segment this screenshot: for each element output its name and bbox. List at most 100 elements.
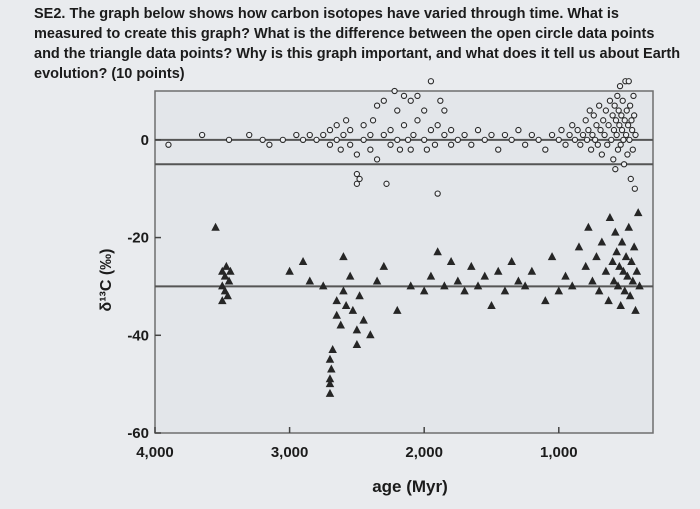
data-point-triangle-30 xyxy=(355,291,364,300)
data-point-triangle-80 xyxy=(623,271,632,280)
data-point-triangle-29 xyxy=(352,340,362,349)
data-point-triangle-36 xyxy=(406,281,415,290)
data-point-triangle-16 xyxy=(325,379,335,388)
y-tick-label-1: -20 xyxy=(127,230,149,247)
data-point-triangle-56 xyxy=(554,286,564,295)
data-point-triangle-13 xyxy=(318,281,328,290)
data-point-circle-10 xyxy=(313,136,320,144)
data-point-triangle-43 xyxy=(460,286,469,295)
data-point-circle-28 xyxy=(367,131,374,139)
data-point-triangle-25 xyxy=(341,300,351,309)
data-point-circle-91 xyxy=(589,131,596,139)
data-point-circle-118 xyxy=(617,141,624,148)
data-point-circle-50 xyxy=(421,107,428,114)
data-point-circle-44 xyxy=(407,146,414,153)
data-point-circle-52 xyxy=(427,126,435,134)
data-point-circle-79 xyxy=(562,141,569,148)
data-point-circle-58 xyxy=(441,131,448,139)
data-point-triangle-81 xyxy=(624,222,634,231)
data-point-triangle-45 xyxy=(473,281,483,290)
data-point-circle-65 xyxy=(474,126,482,134)
data-point-triangle-66 xyxy=(601,266,611,275)
data-point-triangle-14 xyxy=(325,354,335,363)
data-point-circle-100 xyxy=(601,131,608,139)
data-point-circle-34 xyxy=(383,180,390,187)
data-point-triangle-63 xyxy=(592,252,601,261)
x-axis-title: age (Myr) xyxy=(372,477,448,496)
data-point-circle-69 xyxy=(501,131,509,139)
data-point-triangle-26 xyxy=(345,271,355,280)
data-point-circle-12 xyxy=(326,141,334,148)
data-point-circle-129 xyxy=(624,122,632,129)
data-point-triangle-8 xyxy=(224,276,234,285)
data-point-triangle-0 xyxy=(211,222,220,231)
data-point-circle-82 xyxy=(571,136,579,144)
data-point-circle-4 xyxy=(259,136,266,144)
data-point-triangle-74 xyxy=(615,261,624,270)
data-point-circle-80 xyxy=(566,131,573,139)
data-point-triangle-38 xyxy=(426,271,436,280)
data-point-circle-36 xyxy=(387,141,394,148)
data-point-circle-130 xyxy=(625,78,632,85)
data-point-circle-136 xyxy=(629,146,636,153)
data-point-triangle-84 xyxy=(628,276,638,285)
data-point-triangle-82 xyxy=(625,291,635,300)
data-point-circle-60 xyxy=(447,141,455,148)
data-point-circle-22 xyxy=(353,170,361,178)
data-point-circle-117 xyxy=(616,82,624,90)
data-point-circle-49 xyxy=(421,136,428,144)
data-point-triangle-17 xyxy=(325,388,335,397)
data-point-circle-76 xyxy=(548,131,556,139)
data-point-triangle-27 xyxy=(348,305,358,314)
data-point-circle-99 xyxy=(600,117,607,124)
data-point-triangle-75 xyxy=(616,300,625,309)
data-point-circle-29 xyxy=(369,117,377,124)
data-point-circle-43 xyxy=(404,136,412,144)
data-point-circle-133 xyxy=(627,175,634,183)
data-point-circle-103 xyxy=(605,122,612,129)
data-point-circle-114 xyxy=(614,146,622,153)
data-point-triangle-57 xyxy=(561,271,570,280)
data-point-triangle-20 xyxy=(332,296,341,305)
data-point-circle-88 xyxy=(585,126,592,134)
data-point-circle-1 xyxy=(198,131,206,139)
data-point-circle-46 xyxy=(410,131,417,139)
data-point-circle-9 xyxy=(306,131,313,139)
x-tick-label-0: 4,000 xyxy=(136,444,174,461)
data-point-circle-59 xyxy=(441,107,448,114)
x-tick-label-3: 1,000 xyxy=(540,444,578,461)
data-point-triangle-41 xyxy=(446,257,456,265)
data-point-triangle-42 xyxy=(453,276,463,285)
data-point-circle-116 xyxy=(616,122,623,129)
data-point-triangle-69 xyxy=(608,257,617,265)
data-point-triangle-71 xyxy=(611,227,620,236)
data-point-circle-2 xyxy=(225,136,233,144)
data-point-circle-25 xyxy=(360,122,367,129)
data-point-circle-75 xyxy=(542,146,549,153)
data-point-triangle-7 xyxy=(223,291,232,300)
data-point-circle-18 xyxy=(342,117,350,124)
data-point-circle-24 xyxy=(356,175,363,183)
data-point-circle-20 xyxy=(347,126,354,134)
data-point-triangle-50 xyxy=(507,257,516,265)
data-point-triangle-18 xyxy=(327,364,336,373)
data-point-circle-47 xyxy=(414,117,421,124)
data-point-circle-109 xyxy=(611,102,618,109)
data-point-circle-51 xyxy=(423,146,431,153)
data-point-triangle-73 xyxy=(613,281,623,290)
data-point-triangle-78 xyxy=(620,286,629,295)
data-point-circle-40 xyxy=(396,146,404,153)
data-point-triangle-23 xyxy=(339,252,348,261)
data-point-triangle-53 xyxy=(527,266,537,275)
data-point-circle-95 xyxy=(594,141,601,148)
data-point-circle-39 xyxy=(394,107,401,114)
y-tick-label-3: -60 xyxy=(127,425,149,442)
data-point-triangle-62 xyxy=(588,276,597,285)
data-point-triangle-9 xyxy=(226,266,235,275)
data-point-circle-27 xyxy=(367,146,374,153)
data-point-circle-128 xyxy=(624,151,631,158)
data-point-circle-55 xyxy=(434,122,441,129)
data-point-circle-86 xyxy=(582,117,589,124)
data-point-triangle-3 xyxy=(218,296,227,305)
